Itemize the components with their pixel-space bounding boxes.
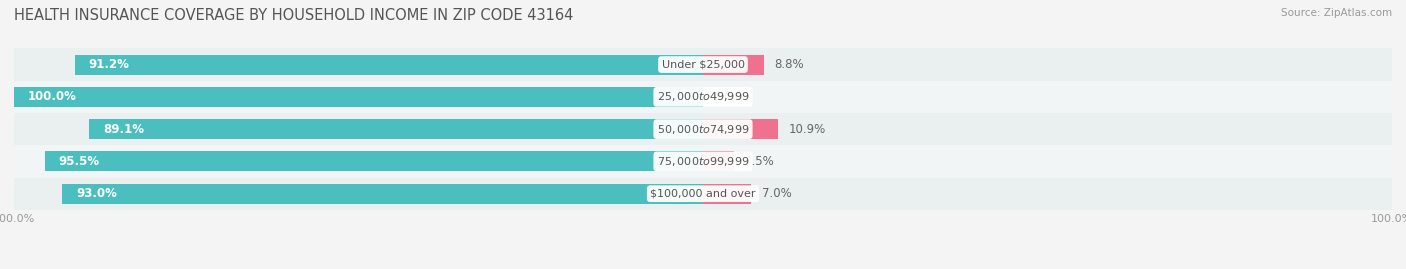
Text: 7.0%: 7.0% <box>762 187 792 200</box>
Text: Source: ZipAtlas.com: Source: ZipAtlas.com <box>1281 8 1392 18</box>
Text: 0.0%: 0.0% <box>713 90 742 103</box>
Bar <box>14 48 1392 81</box>
Bar <box>75 55 703 75</box>
Bar <box>14 87 703 107</box>
Text: Under $25,000: Under $25,000 <box>661 59 745 70</box>
Text: 91.2%: 91.2% <box>89 58 129 71</box>
Bar <box>703 119 778 139</box>
Text: HEALTH INSURANCE COVERAGE BY HOUSEHOLD INCOME IN ZIP CODE 43164: HEALTH INSURANCE COVERAGE BY HOUSEHOLD I… <box>14 8 574 23</box>
Text: 100.0%: 100.0% <box>28 90 77 103</box>
Bar <box>14 81 1392 113</box>
Bar <box>89 119 703 139</box>
Text: $100,000 and over: $100,000 and over <box>650 189 756 199</box>
Text: 8.8%: 8.8% <box>773 58 804 71</box>
Bar <box>14 178 1392 210</box>
Text: 10.9%: 10.9% <box>789 123 825 136</box>
Text: $25,000 to $49,999: $25,000 to $49,999 <box>657 90 749 103</box>
Bar <box>703 151 734 171</box>
Text: $75,000 to $99,999: $75,000 to $99,999 <box>657 155 749 168</box>
Text: 95.5%: 95.5% <box>59 155 100 168</box>
Bar <box>45 151 703 171</box>
Text: 93.0%: 93.0% <box>76 187 117 200</box>
Bar <box>62 184 703 204</box>
Text: $50,000 to $74,999: $50,000 to $74,999 <box>657 123 749 136</box>
Text: 89.1%: 89.1% <box>103 123 143 136</box>
Bar <box>14 113 1392 145</box>
Bar <box>703 184 751 204</box>
Bar <box>14 145 1392 178</box>
Text: 4.5%: 4.5% <box>744 155 775 168</box>
Bar <box>703 55 763 75</box>
